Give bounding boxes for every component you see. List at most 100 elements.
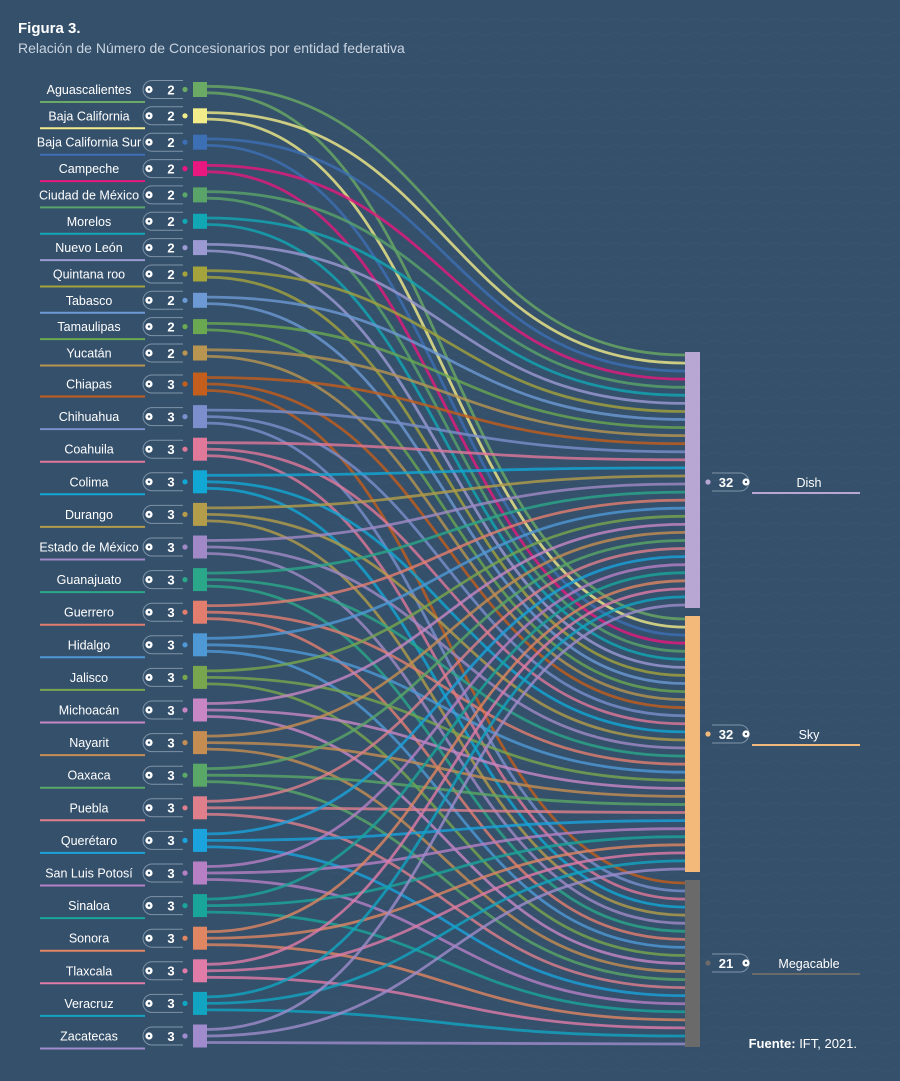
flow-chihuahua-to-sky [206, 415, 686, 718]
state-node-bar [193, 470, 207, 494]
state-guerrero: Guerrero 3 [40, 600, 207, 626]
provider-dish: 32 Dish [685, 352, 860, 608]
connector-dot [705, 479, 711, 485]
flow-tlaxcala-to-dish [206, 587, 686, 966]
state-quintana-roo: Quintana roo 2 [40, 264, 207, 288]
flow-colima-to-dish [206, 466, 686, 477]
flow-estado-de-mexico-to-sky [206, 545, 686, 750]
flow-queretaro-to-dish [206, 555, 686, 836]
flow-chihuahua-to-dish [206, 408, 686, 454]
state-node-bar [193, 372, 207, 396]
state-label: Morelos [67, 215, 111, 229]
state-count: 3 [167, 442, 174, 457]
flow-durango-to-dish [206, 474, 686, 510]
state-node-bar [193, 600, 207, 624]
state-michoacan: Michoacán 3 [40, 698, 207, 724]
count-pill [142, 185, 183, 205]
count-pill [142, 317, 183, 337]
state-node-bar [193, 828, 207, 852]
state-count: 3 [167, 475, 174, 490]
count-pill [142, 896, 183, 916]
state-count: 3 [167, 507, 174, 522]
state-durango: Durango 3 [40, 502, 207, 528]
state-label: Puebla [70, 801, 109, 815]
flow-queretaro-to-megacable [206, 845, 686, 998]
flow-links [206, 84, 686, 1046]
flow-quintana-roo-to-sky [206, 275, 686, 677]
connector-dot [182, 1033, 188, 1039]
state-node-bar [193, 796, 207, 820]
state-label: Querétaro [61, 834, 117, 848]
connector-dot [705, 960, 711, 966]
state-label: Tabasco [66, 294, 113, 308]
state-node-bar [193, 240, 207, 256]
count-pill [142, 635, 183, 655]
flow-veracruz-to-sky [206, 859, 686, 1005]
connector-dot [182, 609, 188, 615]
state-node-bar [193, 345, 207, 361]
provider-sky: 32 Sky [685, 616, 860, 872]
count-pill [142, 1026, 183, 1046]
state-sonora: Sonora 3 [40, 926, 207, 952]
state-label: Tlaxcala [66, 964, 113, 978]
flow-guanajuato-to-dish [206, 490, 686, 575]
connector-dot [182, 870, 188, 876]
figure-title: Figura 3. [18, 20, 81, 37]
flow-coahuila-to-megacable [206, 454, 686, 901]
state-count: 3 [167, 703, 174, 718]
flow-san-luis-potosi-to-sky [206, 827, 686, 875]
state-baja-california: Baja California 2 [40, 106, 207, 130]
state-label: Yucatán [66, 347, 111, 361]
count-pill [142, 264, 183, 284]
state-count: 3 [167, 409, 174, 424]
connector-dot [182, 837, 188, 844]
state-oaxaca: Oaxaca 3 [40, 763, 207, 789]
flow-puebla-to-megacable [206, 812, 686, 989]
provider-count: 32 [719, 475, 733, 490]
count-pill [142, 80, 183, 99]
state-node-bar [193, 213, 207, 229]
state-node-bar [193, 633, 207, 657]
connector-dot [182, 968, 188, 974]
flow-tamaulipas-to-dish [206, 322, 686, 429]
flow-baja-california-sur-to-sky [206, 144, 686, 637]
state-label: Tamaulipas [57, 320, 120, 334]
flow-aguascalientes-to-sky [206, 91, 686, 621]
state-node-bar [193, 763, 207, 787]
state-label: Nayarit [69, 736, 109, 750]
flow-colima-to-megacable [206, 486, 686, 909]
state-node-bar [193, 731, 207, 755]
flow-durango-to-sky [206, 513, 686, 742]
background-wave-pattern [329, 18, 900, 1072]
state-veracruz: Veracruz 3 [40, 991, 207, 1017]
state-label: Aguascalientes [47, 83, 132, 97]
flow-nuevo-leon-to-sky [206, 249, 686, 669]
flow-baja-california-to-dish [206, 111, 686, 365]
flow-oaxaca-to-sky [206, 773, 686, 806]
flow-nayarit-to-megacable [206, 747, 686, 973]
provider-node-bar [685, 616, 700, 872]
flow-veracruz-to-megacable [206, 1008, 686, 1038]
flow-zacatecas-to-sky [206, 867, 686, 1038]
source-label: Fuente: [749, 1036, 796, 1051]
state-count: 2 [167, 161, 174, 176]
state-label: Ciudad de México [39, 188, 139, 202]
state-count: 2 [167, 240, 174, 255]
flow-durango-to-megacable [206, 519, 686, 917]
flow-tamaulipas-to-sky [206, 328, 686, 693]
flow-estado-de-mexico-to-megacable [206, 552, 686, 925]
flow-sinaloa-to-dish [206, 571, 686, 901]
flow-veracruz-to-dish [206, 595, 686, 999]
state-zacatecas: Zacatecas 3 [40, 1024, 207, 1050]
state-count: 2 [167, 82, 174, 97]
flow-chihuahua-to-megacable [206, 421, 686, 893]
count-pill [142, 472, 183, 492]
state-node-bar [193, 266, 207, 282]
state-queretaro: Querétaro 3 [40, 828, 207, 854]
connector-dot [182, 707, 188, 713]
connector-dot [182, 381, 188, 387]
state-label: Campeche [59, 162, 119, 176]
state-tamaulipas: Tamaulipas 2 [40, 317, 207, 341]
flow-baja-california-sur-to-dish [206, 137, 686, 373]
